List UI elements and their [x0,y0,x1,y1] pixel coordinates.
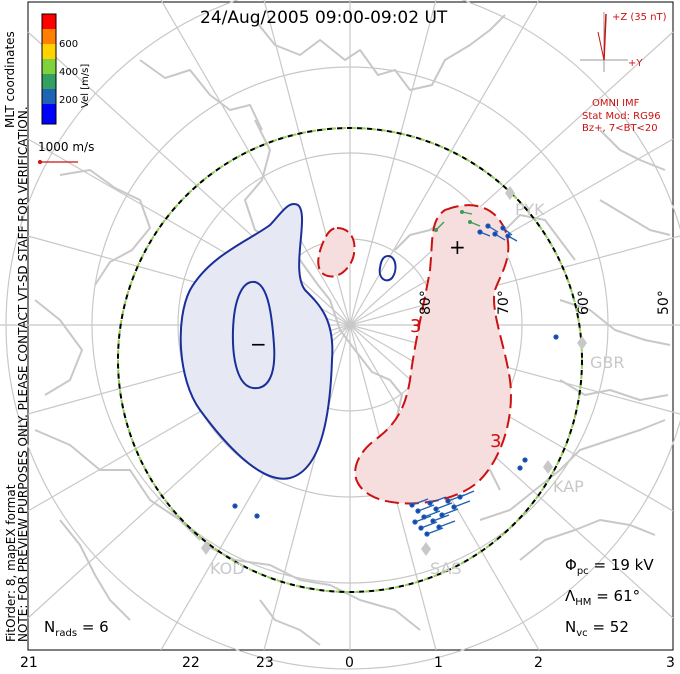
fitorder-note: FitOrder: 8, mapEX format [4,484,18,642]
station-marker-sas [421,542,431,556]
coordinates-note: MLT coordinates [3,31,17,128]
potential-max-marker: + [449,235,466,259]
colorbar-segment [42,104,56,124]
station-label-sas: SAS [430,559,462,578]
vector-scale-label: 1000 m/s [38,140,94,154]
vector-point [254,513,260,519]
hm-boundary [117,127,583,593]
vector-point [553,334,559,340]
latitude-labels: 80° 70° 60° 50° [418,290,672,315]
hm-boundary-latitude: ΛHM = 61° [565,587,641,608]
mlt-label-22: 22 [182,655,200,671]
colorbar-segment [42,29,56,44]
contour-label: 3 [410,316,421,337]
imf-z-label: +Z (35 nT) [612,12,667,23]
negative-potential-cell [179,203,397,480]
mlt-label-23: 23 [256,655,274,671]
vector-point [522,457,528,463]
colorbar-title: Vel [m/s] [80,64,91,108]
cross-polar-potential: Φpc = 19 kV [565,556,654,577]
vector-scale: 1000 m/s [38,140,94,164]
vector-point [517,465,523,471]
lat-label-80: 80° [418,290,434,315]
potential-min-marker: − [250,332,267,356]
preview-note: NOTE: FOR PREVIEW PURPOSES ONLY. PLEASE … [16,106,30,642]
contour-label: 3 [490,431,501,452]
vector-count: Nvc = 52 [565,618,629,639]
lat-label-60: 60° [576,290,592,315]
stat-model-label: Stat Mod: RG96 [582,111,661,122]
station-label-kod: KOD [210,559,245,578]
colorbar-segment [42,44,56,59]
mlt-label-0: 0 [345,655,354,671]
station-markers [201,186,587,556]
vector-cluster-pyk [434,210,518,242]
contour-labels: 3 3 [410,316,501,452]
colorbar-tick-400: 400 [59,67,78,78]
mlt-label-21: 21 [20,655,38,671]
mlt-grid [0,0,680,651]
colorbar-segment [42,74,56,89]
station-marker-gbr [577,336,587,350]
vector-cluster-dawn [409,490,475,537]
colorbar-segment [42,59,56,74]
colorbar-frame [41,13,57,125]
coastlines [34,14,671,646]
colorbar-tick-200: 200 [59,95,78,106]
lat-label-70: 70° [496,290,512,315]
colorbar-tick-600: 600 [59,39,78,50]
station-labels: PYK GBR KAP SAS KOD [210,200,625,578]
mlt-label-1: 1 [434,655,443,671]
imf-source-label: OMNI IMF [592,98,640,109]
imf-y-label: +Y [628,58,643,69]
positive-potential-cell [317,204,512,505]
vector-point [232,503,238,509]
map-title: 24/Aug/2005 09:00-09:02 UT [200,8,448,28]
station-marker-kap [543,460,553,474]
lat-label-50: 50° [656,290,672,315]
station-marker-kod [201,541,211,555]
velocity-vectors [232,210,559,537]
velocity-colorbar: 600 400 200 Vel [m/s] [41,13,91,125]
colorbar-segment [42,14,56,29]
imf-dial: +Z (35 nT) +Y OMNI IMF Stat Mod: RG96 Bz… [580,12,667,134]
station-label-pyk: PYK [515,200,545,219]
mlt-label-2: 2 [534,655,543,671]
colorbar-segment [42,89,56,104]
station-label-kap: KAP [553,477,584,496]
mlt-label-3: 3 [666,655,675,671]
station-marker-pyk [505,186,515,200]
radar-count: Nrads = 6 [44,618,109,639]
station-label-gbr: GBR [590,353,625,372]
imf-condition-label: Bz+, 7<BT<20 [582,123,658,134]
